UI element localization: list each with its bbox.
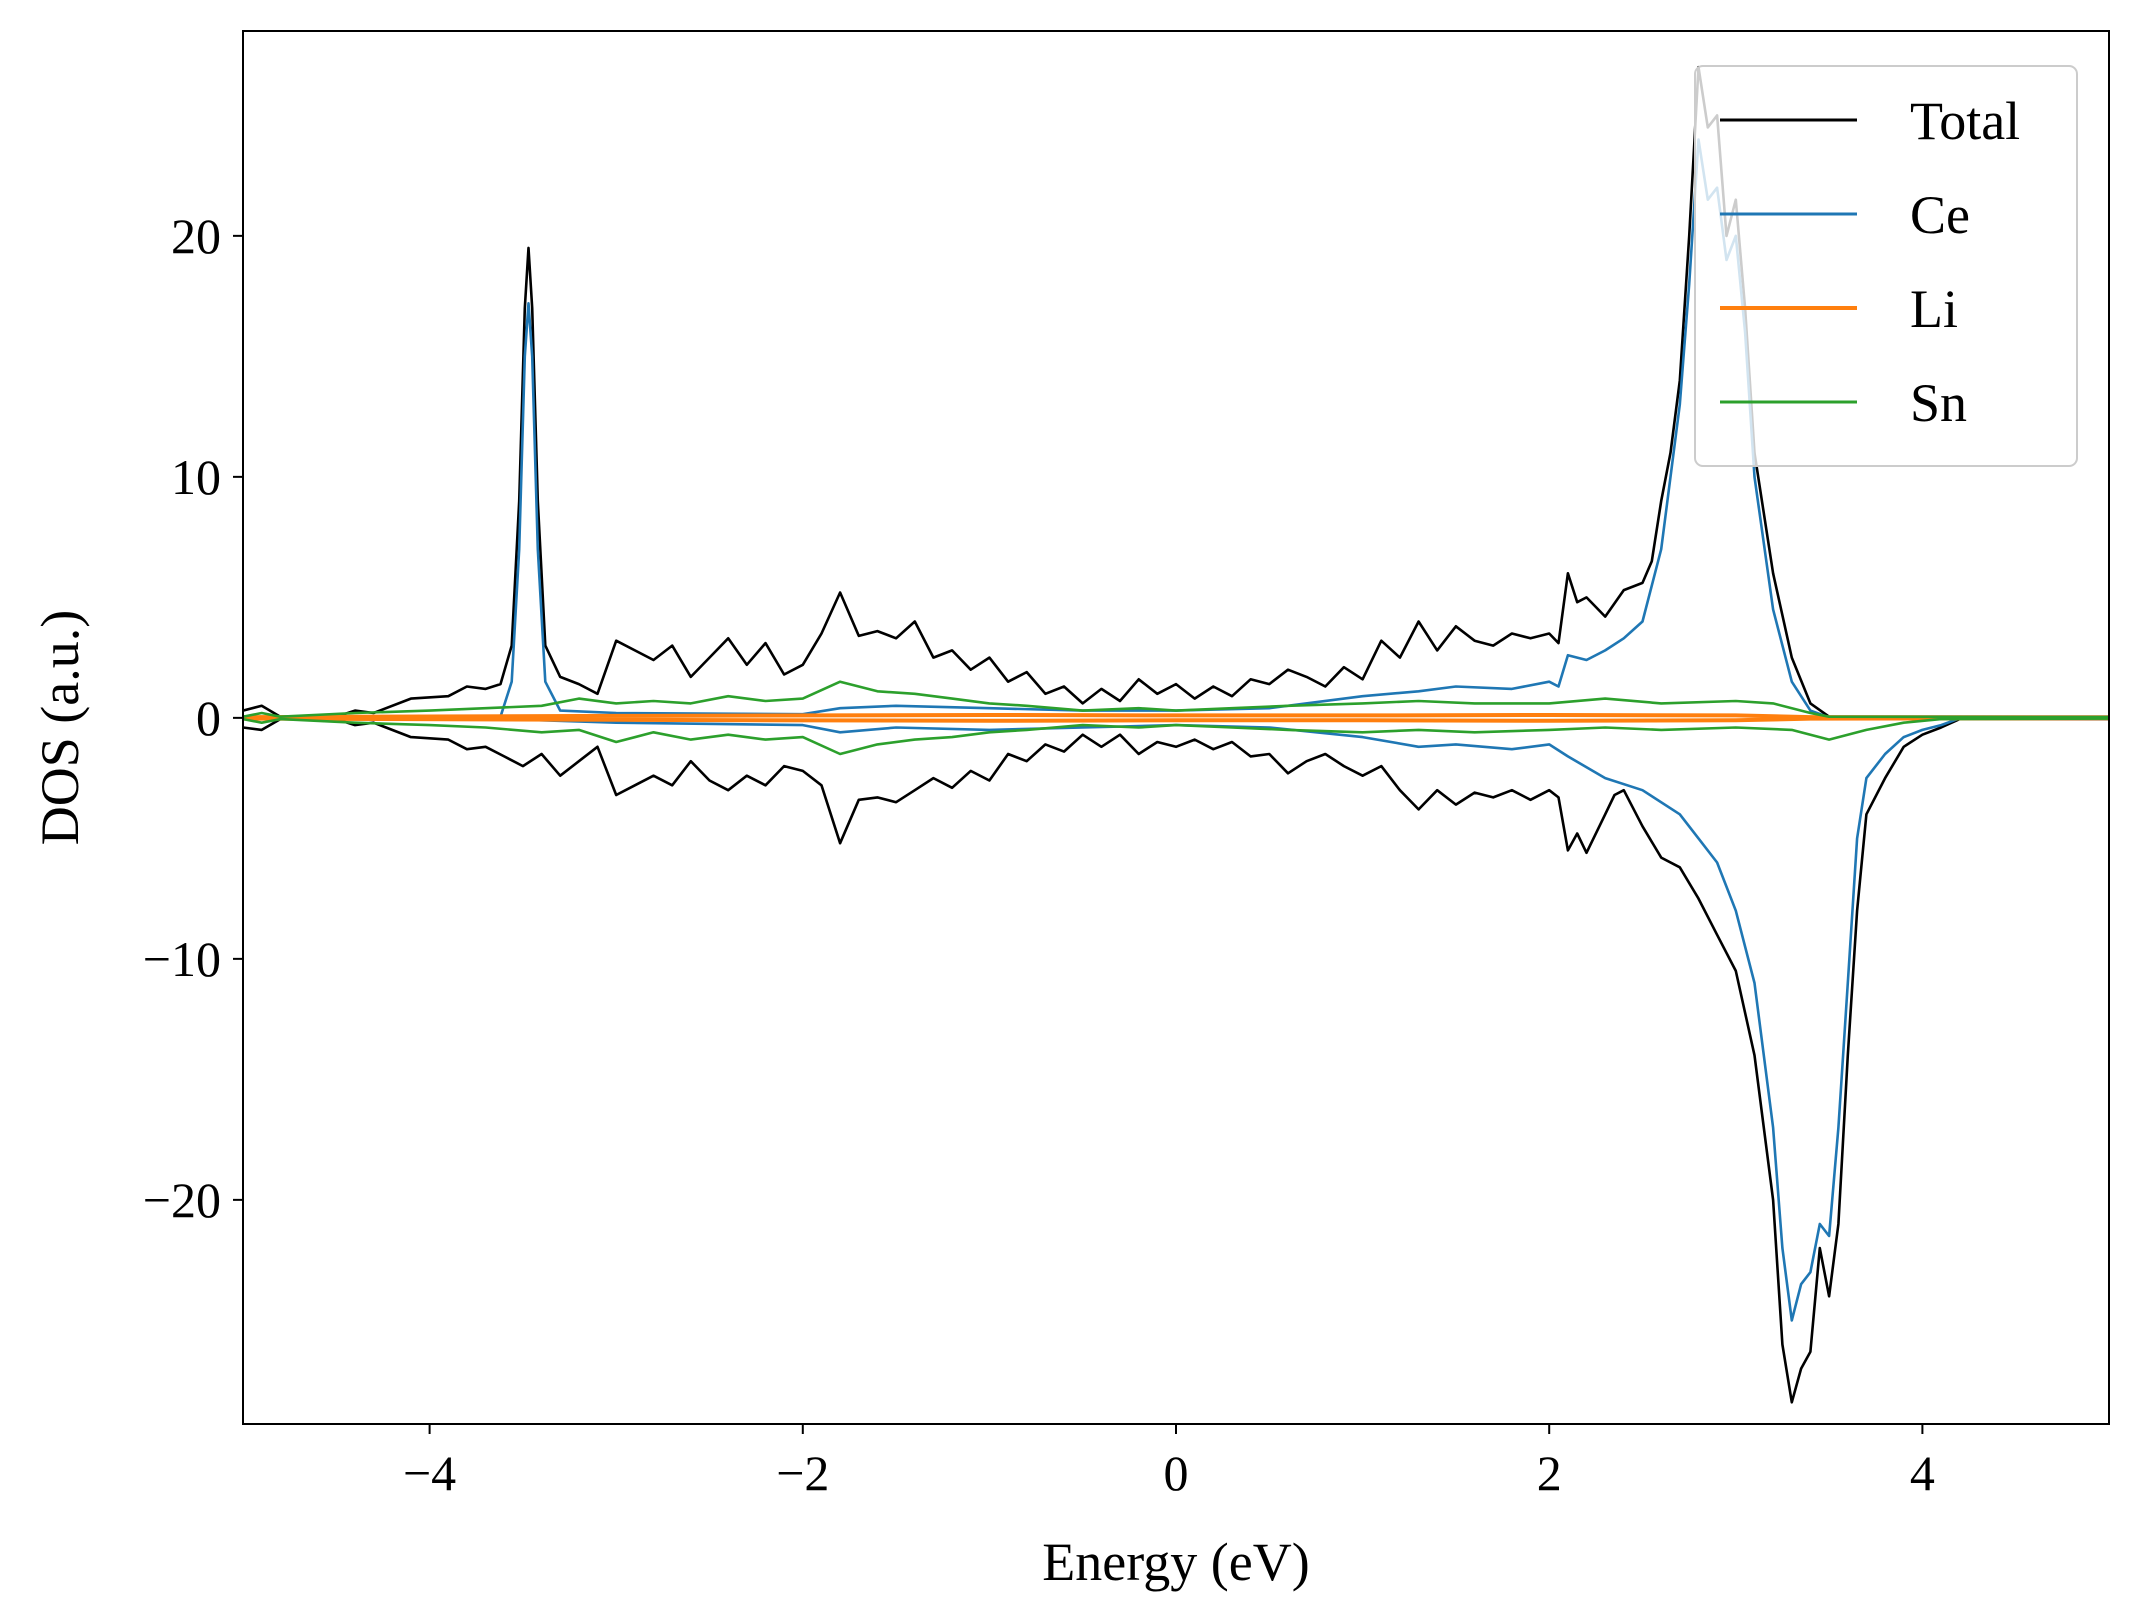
legend-label-ce: Ce [1910,185,1970,245]
legend: Total Ce Li Sn [1694,65,2078,467]
legend-box [1694,65,2078,467]
y-tick-label: 10 [171,449,221,505]
series-line-total-up [243,65,2109,718]
y-tick-label: 20 [171,208,221,264]
x-tick-label: −2 [776,1445,829,1501]
series-line-total-down [243,717,2109,1404]
legend-label-li: Li [1910,279,1958,339]
x-tick-label: 2 [1537,1445,1562,1501]
series-line-sn-down [243,717,2109,756]
series-line-li-up [243,713,2109,720]
series-line-sn-up [243,680,2109,719]
x-axis-label: Energy (eV) [1042,1532,1309,1592]
x-tick-label: 4 [1910,1445,1935,1501]
x-tick-label: 0 [1164,1445,1189,1501]
y-axis-label: DOS (a.u.) [30,610,90,845]
legend-label-total: Total [1910,91,2020,151]
y-tick-label: −20 [143,1172,221,1228]
y-tick-label: −10 [143,931,221,987]
x-tick-label: −4 [403,1445,456,1501]
legend-label-sn: Sn [1910,373,1967,433]
series-layer [243,65,2109,1404]
series-line-li-down [243,716,2109,723]
y-tick-label: 0 [196,690,221,746]
